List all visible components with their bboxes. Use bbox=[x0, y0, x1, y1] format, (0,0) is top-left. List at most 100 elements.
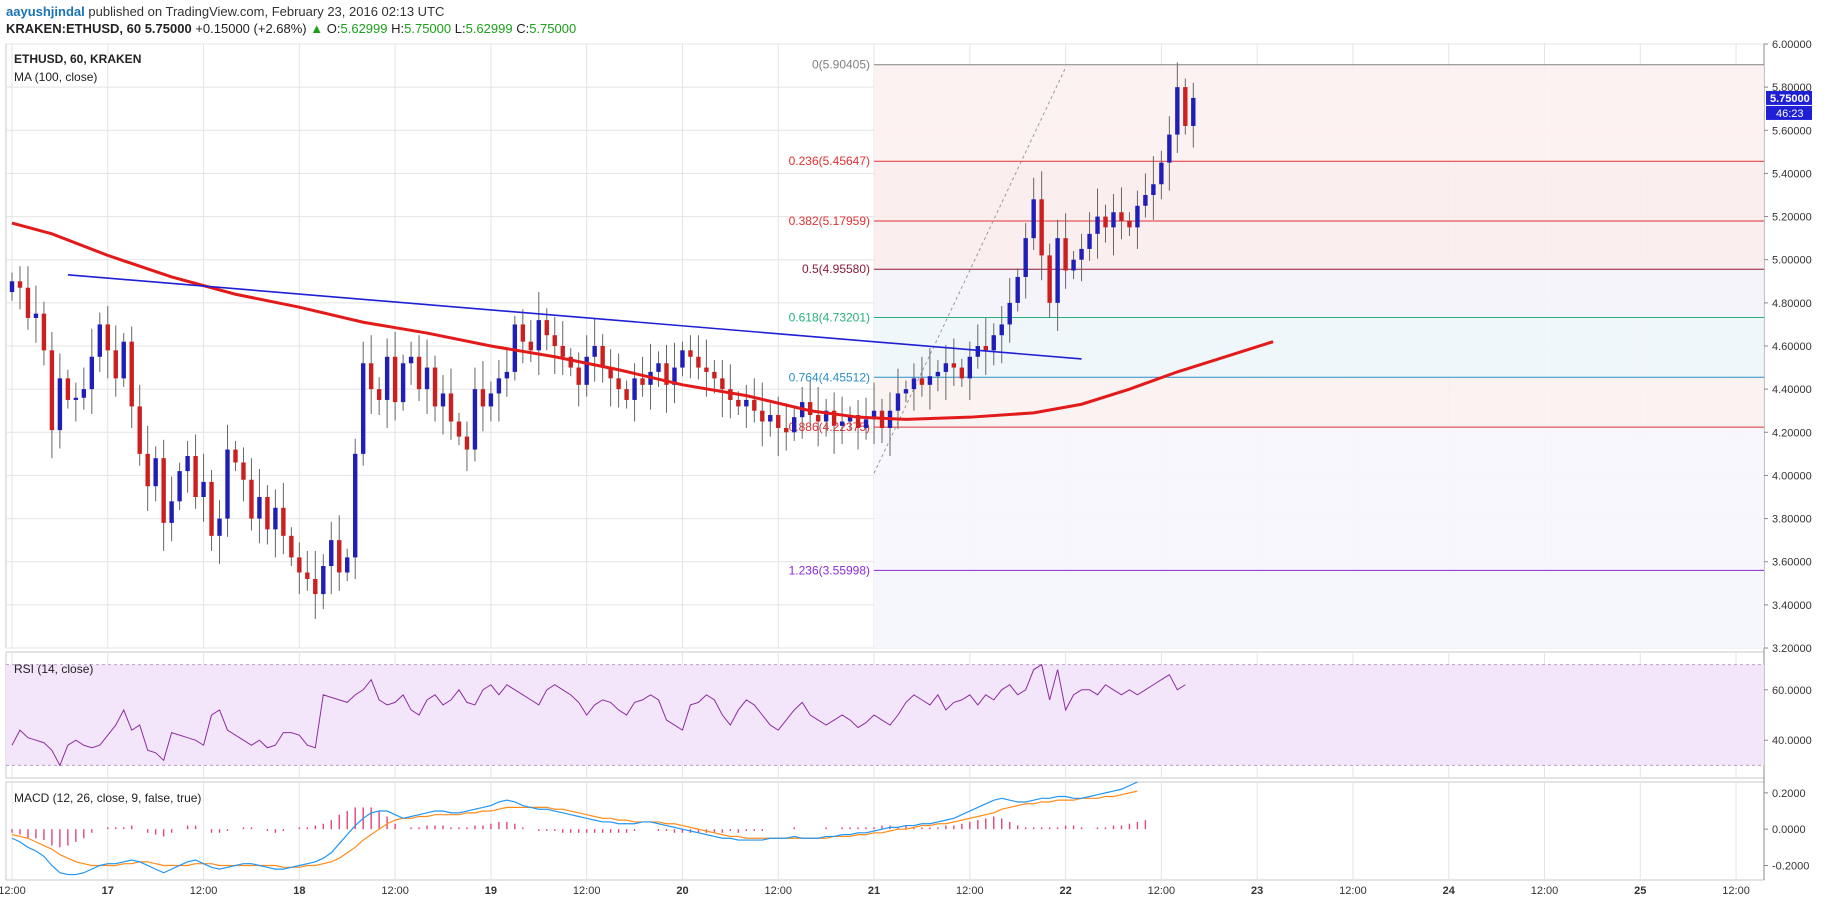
candle-body bbox=[33, 313, 39, 318]
candle-body bbox=[201, 481, 206, 497]
candle-body bbox=[297, 557, 302, 573]
candle-body bbox=[776, 415, 781, 428]
x-tick-label: 12:00 bbox=[1339, 885, 1367, 897]
rsi-tick-label: 40.0000 bbox=[1772, 735, 1812, 747]
y-tick-label: 3.20000 bbox=[1772, 643, 1812, 655]
candle-body bbox=[624, 389, 629, 400]
macd-tick-label: 0.2000 bbox=[1772, 788, 1806, 800]
candle-body bbox=[472, 389, 478, 450]
candle-body bbox=[1007, 302, 1012, 325]
x-tick-label: 19 bbox=[485, 885, 497, 897]
candle-body bbox=[1071, 259, 1076, 271]
y-tick-label: 3.80000 bbox=[1772, 514, 1812, 526]
candle-body bbox=[600, 346, 605, 368]
candle-body bbox=[520, 324, 526, 342]
candle-body bbox=[815, 415, 821, 422]
author-link[interactable]: aayushjindal bbox=[6, 4, 85, 19]
candle-body bbox=[855, 415, 861, 428]
macd-tick-label: 0.0000 bbox=[1772, 824, 1806, 836]
x-tick-label: 12:00 bbox=[1722, 885, 1750, 897]
y-tick-label: 5.20000 bbox=[1772, 212, 1812, 224]
candle-body bbox=[1079, 248, 1084, 260]
candle-body bbox=[313, 578, 318, 595]
fib-zone bbox=[874, 317, 1764, 378]
candle-body bbox=[1015, 276, 1020, 303]
candle-body bbox=[424, 367, 430, 390]
low-label: L: bbox=[454, 21, 466, 36]
candle-body bbox=[488, 393, 494, 407]
y-tick-label: 4.20000 bbox=[1772, 427, 1812, 439]
x-tick-label: 12:00 bbox=[1531, 885, 1559, 897]
candle-body bbox=[345, 557, 350, 573]
published-text: published on TradingView.com, February 2… bbox=[88, 4, 445, 19]
candle-body bbox=[440, 393, 446, 407]
high-label: H: bbox=[391, 21, 405, 36]
candle-body bbox=[257, 497, 262, 519]
countdown-tag-label: 46:23 bbox=[1776, 108, 1804, 120]
candle-body bbox=[464, 436, 470, 450]
candle-body bbox=[616, 378, 621, 390]
candle-body bbox=[752, 399, 757, 411]
candle-body bbox=[392, 356, 398, 403]
candle-body bbox=[57, 378, 63, 431]
candle-body bbox=[217, 518, 222, 536]
close-value: 5.75000 bbox=[529, 21, 577, 36]
candle-body bbox=[1039, 199, 1044, 256]
candle-body bbox=[49, 350, 55, 431]
candle-body bbox=[97, 324, 102, 357]
candle-body bbox=[871, 410, 877, 420]
candle-body bbox=[592, 346, 597, 357]
x-tick-label: 17 bbox=[102, 885, 114, 897]
candle-body bbox=[249, 479, 254, 519]
candle-body bbox=[1119, 212, 1124, 221]
last-price: 5.75000 bbox=[144, 21, 192, 36]
fib-zone bbox=[874, 269, 1764, 318]
candle-body bbox=[233, 449, 238, 463]
x-tick-label: 12:00 bbox=[956, 885, 984, 897]
candle-body bbox=[935, 371, 941, 377]
candle-body bbox=[1111, 212, 1116, 228]
candle-body bbox=[81, 389, 87, 398]
candle-body bbox=[544, 320, 549, 336]
candle-body bbox=[951, 363, 957, 368]
open-value: 5.62999 bbox=[340, 21, 388, 36]
y-tick-label: 4.80000 bbox=[1772, 298, 1812, 310]
candle-body bbox=[720, 378, 725, 390]
x-tick-label: 12:00 bbox=[190, 885, 218, 897]
y-tick-label: 3.40000 bbox=[1772, 600, 1812, 612]
candle-body bbox=[1127, 220, 1132, 228]
change-value: +0.15000 (+2.68%) bbox=[195, 21, 307, 36]
candle-body bbox=[153, 458, 158, 487]
candle-body bbox=[760, 410, 765, 422]
ma-legend: MA (100, close) bbox=[14, 70, 98, 84]
candle-body bbox=[943, 363, 949, 372]
symbol-label: KRAKEN:ETHUSD, 60 bbox=[6, 21, 142, 36]
fib-level-label: 0.236(5.45647) bbox=[789, 154, 870, 168]
candle-body bbox=[25, 287, 31, 318]
candle-body bbox=[831, 410, 837, 426]
candle-body bbox=[1047, 255, 1052, 303]
candle-body bbox=[9, 281, 15, 293]
candle-body bbox=[456, 421, 462, 437]
candle-body bbox=[863, 419, 869, 428]
candle-body bbox=[792, 417, 797, 433]
candle-body bbox=[496, 378, 502, 394]
candle-body bbox=[185, 456, 190, 472]
candle-body bbox=[568, 356, 573, 368]
candle-body bbox=[807, 402, 813, 416]
countdown-tag bbox=[1766, 105, 1812, 120]
fib-trend-line bbox=[873, 67, 1067, 474]
candle-body bbox=[1103, 216, 1108, 228]
candle-body bbox=[991, 335, 996, 351]
candle-body bbox=[919, 378, 925, 385]
candle-body bbox=[376, 389, 382, 400]
candle-body bbox=[1151, 184, 1156, 195]
last-price-tag-label: 5.75000 bbox=[1770, 93, 1810, 105]
up-arrow-icon: ▲ bbox=[310, 21, 324, 36]
candle-body bbox=[113, 350, 118, 379]
candle-body bbox=[360, 363, 366, 454]
moving-average-line bbox=[11, 221, 1274, 421]
high-value: 5.75000 bbox=[404, 21, 452, 36]
candle-body bbox=[273, 507, 278, 530]
